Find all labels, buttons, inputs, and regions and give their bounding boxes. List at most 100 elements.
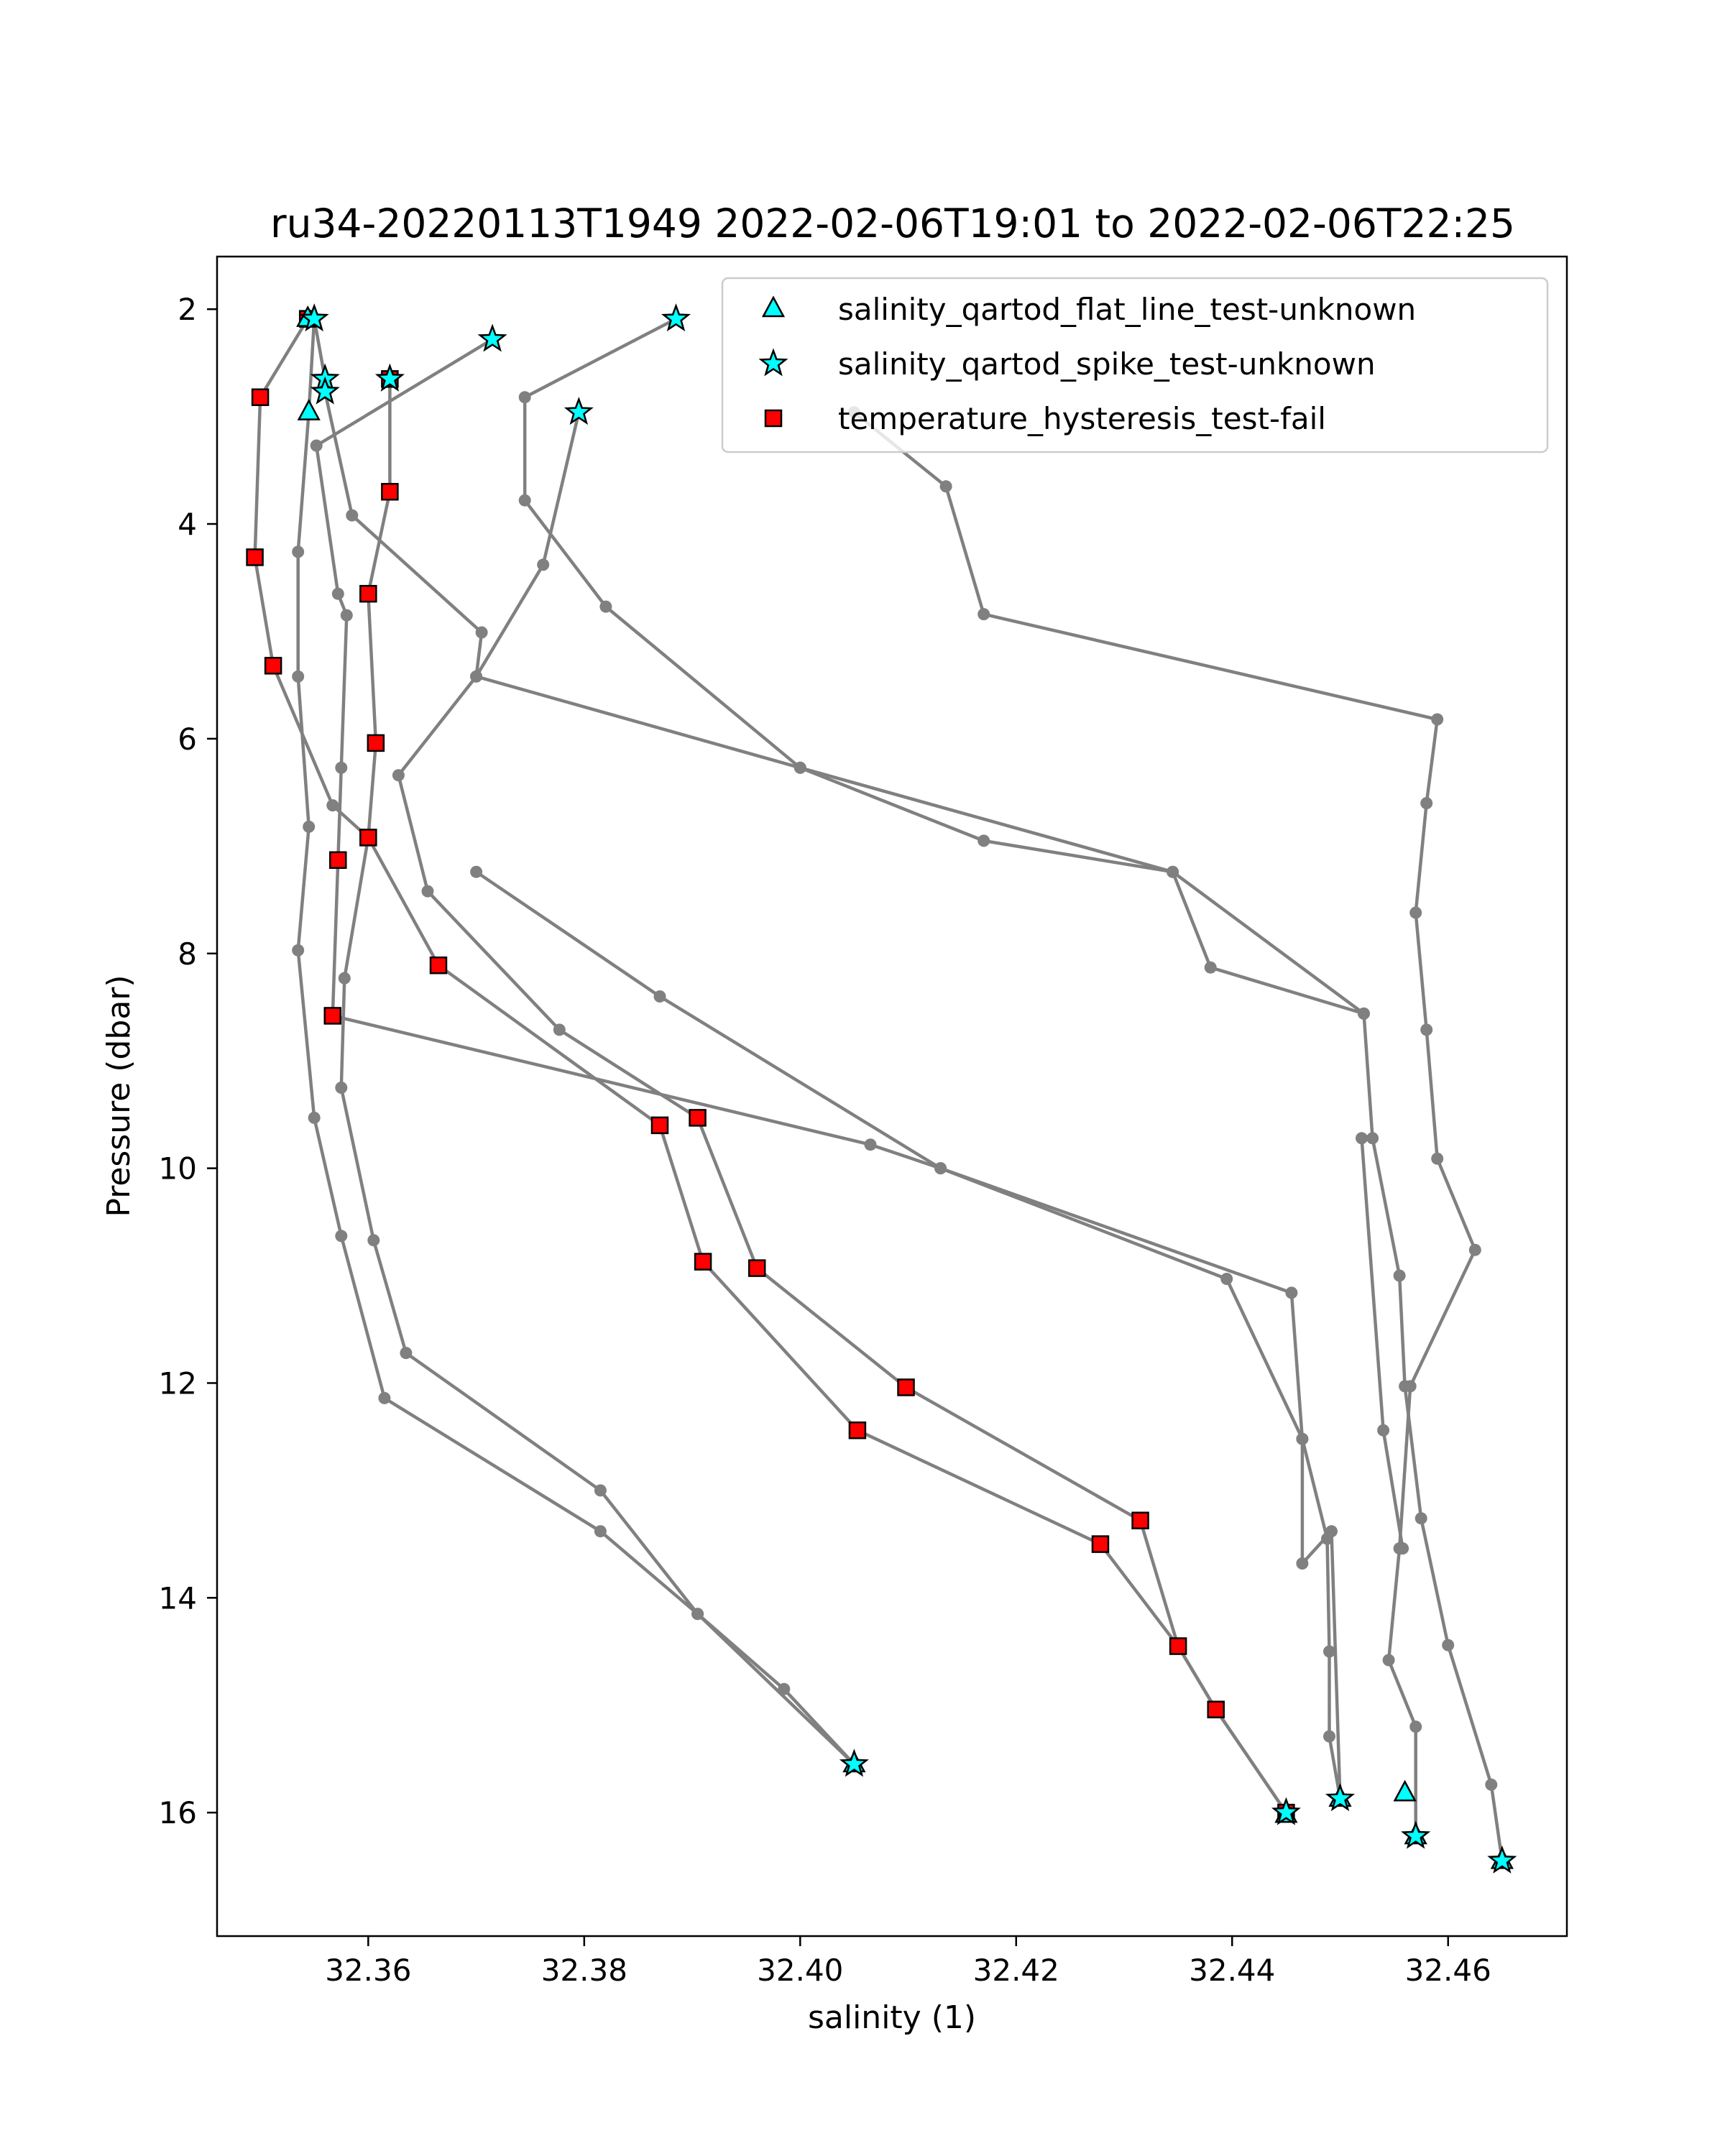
profile-point <box>308 1111 321 1124</box>
profile-line-10 <box>1360 1138 1404 1549</box>
profile-point <box>594 1484 607 1497</box>
legend-frame <box>721 277 1549 453</box>
profile-line-8 <box>475 870 1342 1799</box>
profile-point <box>1167 865 1179 878</box>
y-tick-label: 14 <box>159 1580 197 1616</box>
triangle-marker <box>1393 1779 1417 1802</box>
profile-point <box>553 1023 566 1036</box>
star-marker <box>310 376 340 405</box>
y-tick-label: 12 <box>159 1365 197 1401</box>
square-marker <box>367 734 385 752</box>
x-tick-label: 32.46 <box>1405 1953 1491 1988</box>
x-tick-label: 32.36 <box>325 1953 411 1988</box>
profile-point <box>1397 1542 1409 1555</box>
square-marker <box>381 482 399 501</box>
y-tick-label: 4 <box>178 507 197 542</box>
star-marker <box>374 363 405 392</box>
square-marker <box>429 956 448 975</box>
profile-point <box>1366 1132 1379 1145</box>
profile-point <box>778 1682 791 1695</box>
profile-lines <box>249 313 1509 1867</box>
profile-point <box>518 494 531 507</box>
profile-point <box>292 670 305 683</box>
square-marker <box>359 829 377 847</box>
y-tick-label: 16 <box>159 1795 197 1830</box>
y-tick-label: 10 <box>159 1151 197 1187</box>
profile-point <box>326 799 339 812</box>
triangle-marker <box>297 399 321 420</box>
legend-label: salinity_qartod_spike_test-unknown <box>838 346 1376 382</box>
square-marker <box>264 657 282 675</box>
profile-point <box>1204 961 1217 974</box>
star-marker <box>839 1749 869 1777</box>
plot-frame <box>216 255 1568 1938</box>
profile-point <box>331 587 344 600</box>
profile-point <box>1414 1512 1427 1525</box>
star-marker <box>1325 1783 1356 1812</box>
legend-square-icon <box>764 409 783 428</box>
profile-point <box>1409 906 1422 919</box>
square-marker <box>748 1259 766 1277</box>
profile-point <box>292 545 305 558</box>
profile-point <box>537 558 550 571</box>
square-marker <box>323 1007 342 1025</box>
profile-point <box>1377 1424 1390 1437</box>
y-tick-label: 8 <box>178 936 197 972</box>
profile-point <box>1409 1720 1422 1733</box>
profile-point <box>470 865 483 878</box>
legend-triangle-icon <box>761 295 786 318</box>
square-marker <box>848 1421 867 1439</box>
profile-point <box>340 609 353 622</box>
profile-line-3 <box>312 318 1504 1861</box>
profile-point <box>599 600 612 613</box>
star-marker <box>299 303 329 332</box>
profile-point <box>653 990 666 1003</box>
legend-star-icon <box>758 348 788 377</box>
profile-point <box>1296 1557 1309 1570</box>
profile-point <box>378 1391 391 1404</box>
profile-point <box>1323 1645 1335 1658</box>
profile-point <box>346 509 359 522</box>
profile-point <box>475 626 488 639</box>
y-tick-label: 6 <box>178 722 197 757</box>
x-axis-label: salinity (1) <box>808 1999 976 2036</box>
profile-point <box>1323 1730 1335 1743</box>
square-marker <box>1169 1637 1187 1655</box>
square-marker <box>359 584 377 603</box>
profile-point <box>335 1082 348 1094</box>
profile-point <box>1442 1639 1455 1651</box>
profile-point <box>1358 1007 1370 1020</box>
star-marker <box>1401 1820 1431 1849</box>
star-marker <box>564 397 594 425</box>
profile-line-9 <box>852 410 1477 1836</box>
square-marker <box>1091 1535 1110 1553</box>
star-marker <box>477 323 507 352</box>
profile-point <box>310 439 323 452</box>
flag-markers <box>246 303 1517 1874</box>
profile-line-4 <box>314 338 1342 1800</box>
profile-point <box>335 761 348 774</box>
profile-point <box>518 391 531 404</box>
square-marker <box>689 1109 707 1127</box>
square-marker <box>897 1378 915 1396</box>
profile-point <box>1393 1269 1406 1282</box>
profile-line-6 <box>397 412 1288 1814</box>
profile-point <box>1382 1654 1395 1667</box>
profile-line-2 <box>296 318 855 1766</box>
profile-point <box>400 1347 413 1360</box>
profile-point <box>1325 1525 1338 1538</box>
profile-point <box>934 1162 947 1175</box>
star-marker <box>1487 1845 1517 1874</box>
profile-point <box>1296 1432 1309 1445</box>
profile-point <box>1356 1132 1368 1145</box>
square-marker <box>650 1116 669 1135</box>
profile-point <box>1220 1273 1233 1285</box>
profile-point <box>470 670 483 683</box>
y-axis-ticks: 2 4 6 8 10 12 14 16 <box>159 292 217 1830</box>
profile-point <box>338 972 351 985</box>
star-marker <box>1271 1797 1301 1825</box>
chart-title: ru34-20220113T1949 2022-02-06T19:01 to 2… <box>270 201 1515 247</box>
square-marker <box>694 1253 712 1271</box>
profile-point <box>1485 1778 1498 1791</box>
